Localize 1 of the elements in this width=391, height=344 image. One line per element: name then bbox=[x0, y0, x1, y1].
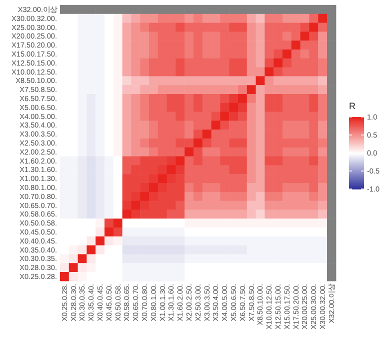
color-bar-title: R bbox=[349, 101, 356, 111]
